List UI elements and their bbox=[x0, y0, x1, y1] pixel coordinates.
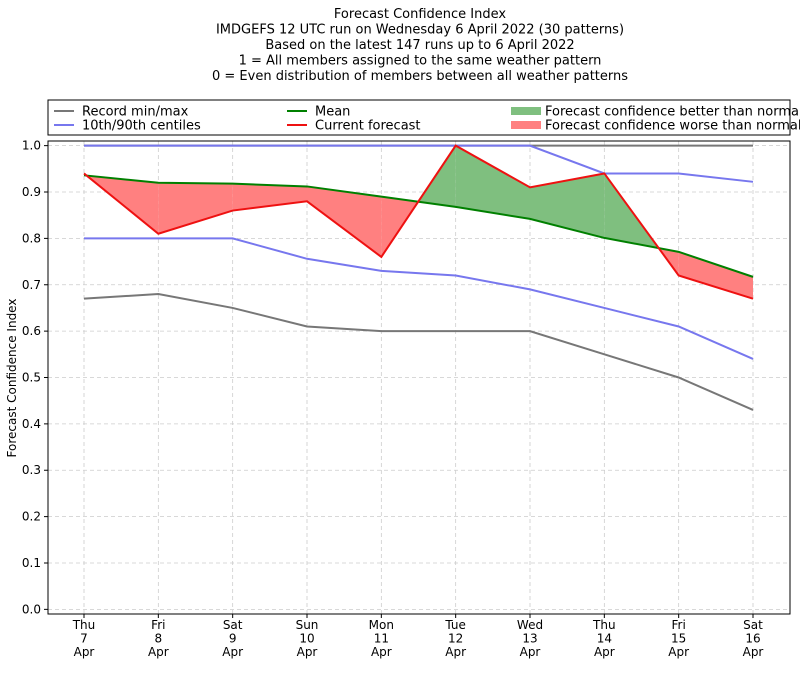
y-tick-label: 1.0 bbox=[22, 139, 41, 153]
y-tick-label: 0.0 bbox=[22, 602, 41, 616]
x-tick-label: Sun 10 Apr bbox=[296, 618, 319, 659]
fill-worse-than-normal bbox=[678, 251, 753, 299]
x-tick-label: Mon 11 Apr bbox=[369, 618, 394, 659]
y-axis-label: Forecast Confidence Index bbox=[5, 299, 19, 458]
series-line-current bbox=[83, 144, 754, 300]
y-tick-label: 0.7 bbox=[22, 278, 41, 292]
y-tick-label: 0.4 bbox=[22, 417, 41, 431]
series-line-record_min bbox=[83, 293, 754, 411]
fill-worse-than-normal bbox=[232, 183, 307, 211]
chart-title-line: 1 = All members assigned to the same wea… bbox=[239, 54, 602, 69]
series-lines bbox=[83, 144, 754, 411]
y-tick-label: 0.6 bbox=[22, 324, 41, 338]
chart-title-line: Forecast Confidence Index bbox=[334, 7, 506, 22]
legend-box bbox=[47, 99, 791, 136]
x-tick-label: Sat 9 Apr bbox=[222, 618, 243, 659]
series-line-p90 bbox=[84, 144, 754, 183]
legend-label-record: Record min/max bbox=[82, 105, 189, 120]
legend-swatch-better bbox=[511, 107, 541, 115]
x-tick-label: Fri 15 Apr bbox=[668, 618, 689, 659]
fill-better-than-normal bbox=[455, 145, 530, 219]
legend-label-centiles: 10th/90th centiles bbox=[82, 119, 201, 134]
y-tick-label: 0.1 bbox=[22, 556, 41, 570]
x-axis-ticks: Thu 7 Apr Fri 8 Apr Sat 9 Apr Sun 10 Apr Mon 11 Apr Tue… bbox=[72, 614, 764, 659]
chart-title-line: 0 = Even distribution of members between… bbox=[212, 69, 628, 84]
legend-label-better: Forecast confidence better than normal bbox=[545, 105, 800, 120]
x-tick-label: Fri 8 Apr bbox=[148, 618, 169, 659]
y-axis-ticks: 0.0 0.1 0.2 0.3 0.4 0.5 0.6 0.7 0.8 0.9 1.0 bbox=[22, 139, 48, 616]
y-tick-label: 0.8 bbox=[22, 231, 41, 245]
fill-worse-than-normal bbox=[158, 182, 233, 234]
y-tick-label: 0.5 bbox=[22, 371, 41, 385]
x-tick-label: Sat 16 Apr bbox=[743, 618, 764, 659]
y-tick-label: 0.9 bbox=[22, 185, 41, 199]
chart-title-line: Based on the latest 147 runs up to 6 Apr… bbox=[265, 38, 574, 53]
x-tick-label: Tue 12 Apr bbox=[444, 618, 466, 659]
fill-worse-than-normal bbox=[307, 186, 382, 257]
legend-label-worse: Forecast confidence worse than normal bbox=[545, 119, 800, 134]
x-tick-label: Thu 14 Apr bbox=[592, 618, 616, 659]
fill-better-than-normal bbox=[530, 173, 605, 238]
series-line-p10 bbox=[84, 237, 754, 360]
y-tick-label: 0.3 bbox=[22, 463, 41, 477]
legend-label-mean: Mean bbox=[315, 105, 350, 120]
x-tick-label: Thu 7 Apr bbox=[72, 618, 96, 659]
legend-label-current: Current forecast bbox=[315, 119, 421, 134]
x-tick-label: Wed 13 Apr bbox=[517, 618, 543, 659]
chart-title-line: IMDGEFS 12 UTC run on Wednesday 6 April … bbox=[216, 23, 624, 38]
legend-swatch-worse bbox=[511, 121, 541, 129]
y-tick-label: 0.2 bbox=[22, 510, 41, 524]
